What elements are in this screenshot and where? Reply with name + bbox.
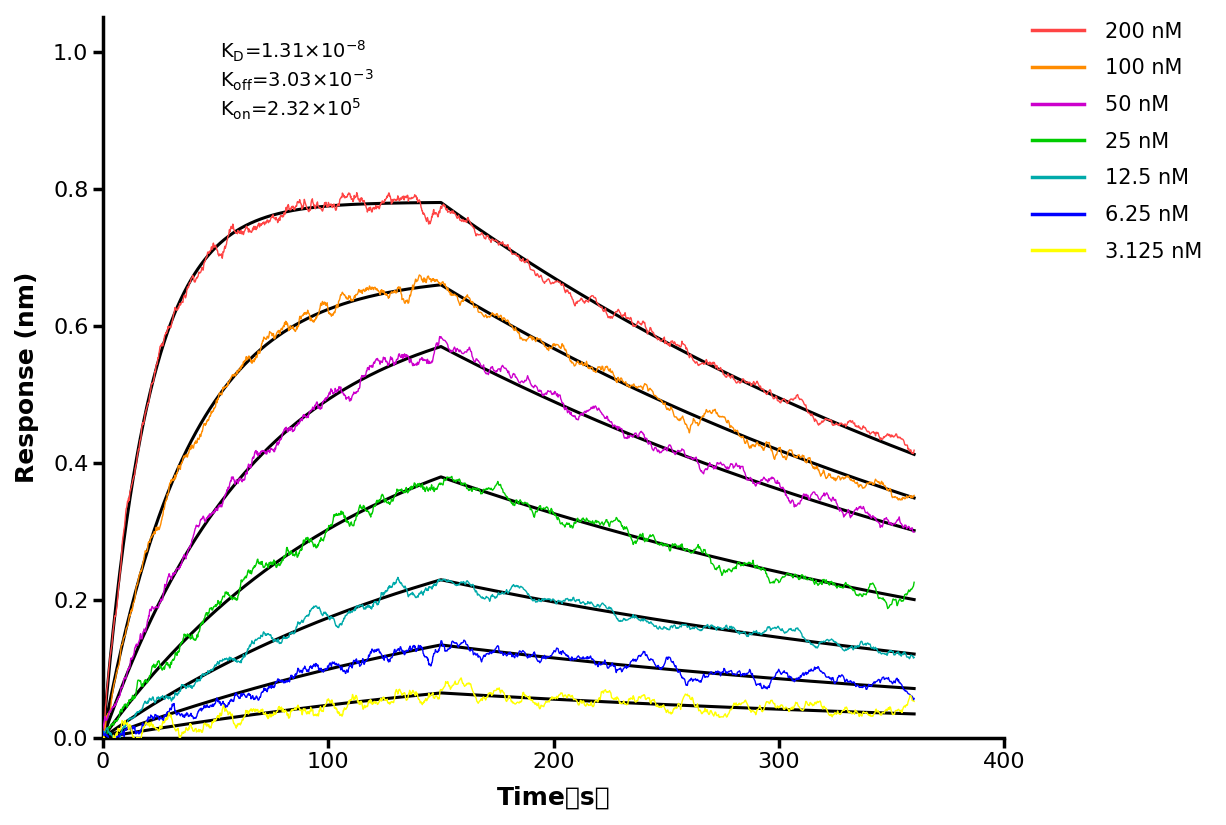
X-axis label: Time（s）: Time（s） [497, 786, 611, 810]
Text: K$_\mathregular{D}$=1.31×10$^{\mathregular{-8}}$
K$_\mathregular{off}$=3.03×10$^: K$_\mathregular{D}$=1.31×10$^{\mathregul… [221, 39, 374, 122]
Y-axis label: Response (nm): Response (nm) [15, 271, 39, 483]
Legend: 200 nM, 100 nM, 50 nM, 25 nM, 12.5 nM, 6.25 nM, 3.125 nM: 200 nM, 100 nM, 50 nM, 25 nM, 12.5 nM, 6… [1024, 13, 1210, 270]
